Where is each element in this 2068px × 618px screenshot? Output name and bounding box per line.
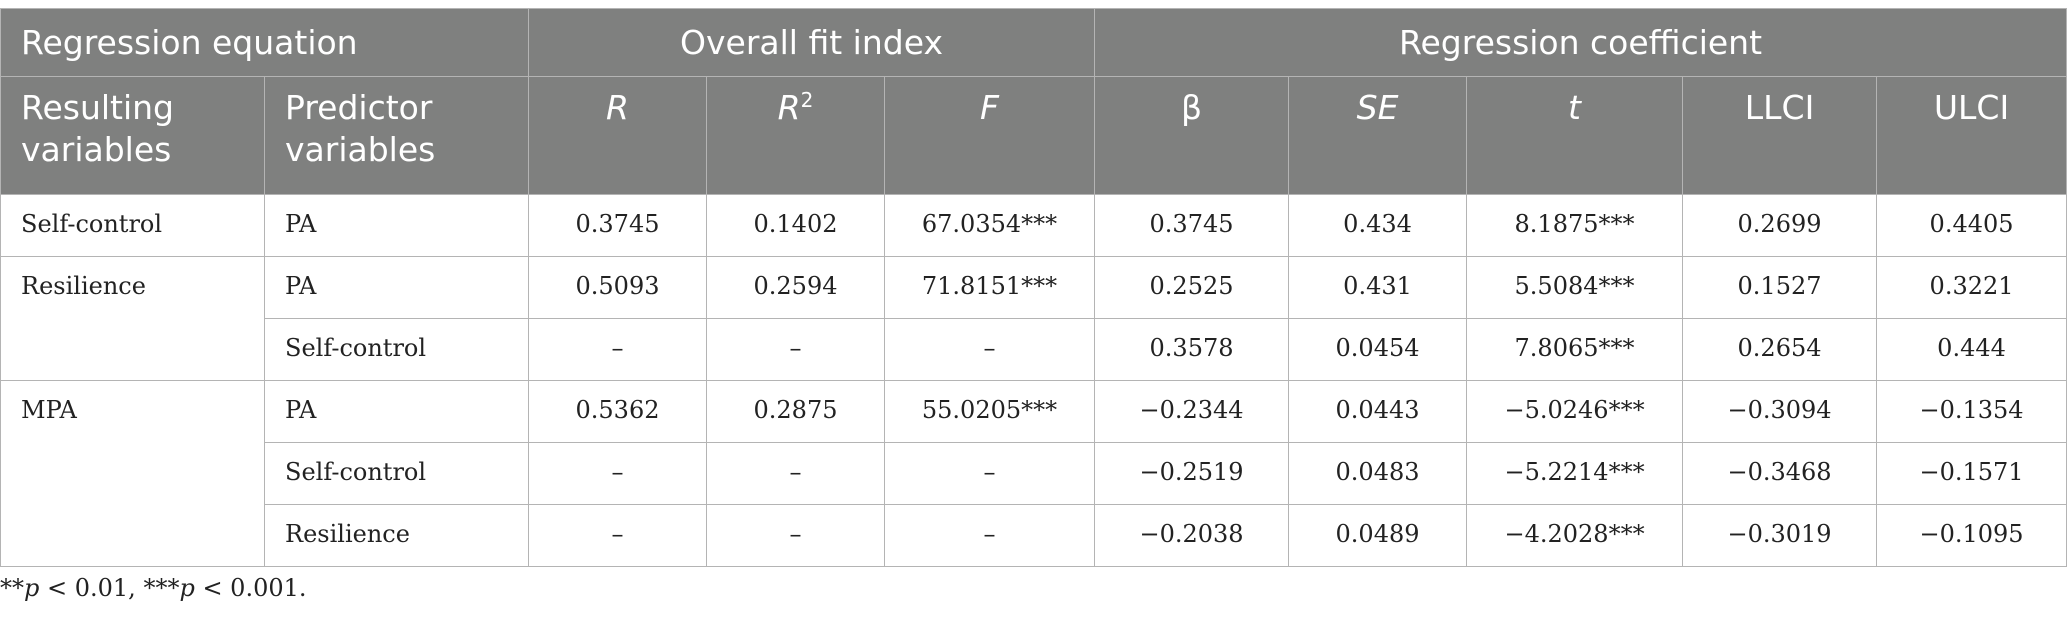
table-row: Self-control – – – −0.2519 0.0483 −5.221… xyxy=(1,442,2068,505)
cell-resulting-variable: Self-control xyxy=(0,194,265,257)
cell-llci: −0.3019 xyxy=(1682,504,1878,567)
header-se: SE xyxy=(1288,76,1468,195)
cell-r: 0.5093 xyxy=(528,256,707,319)
cell-predictor-variable: Self-control xyxy=(264,442,529,505)
cell-predictor-variable: PA xyxy=(264,380,529,443)
cell-t: −5.0246*** xyxy=(1466,380,1684,443)
cell-beta: −0.2344 xyxy=(1094,380,1290,443)
cell-t: 5.5084*** xyxy=(1466,256,1684,319)
cell-t: 8.1875*** xyxy=(1466,194,1684,257)
table-row: Resilience – – – −0.2038 0.0489 −4.2028*… xyxy=(1,504,2068,567)
cell-llci: 0.2654 xyxy=(1682,318,1878,381)
header-beta: β xyxy=(1094,76,1290,195)
footnote-text: < 0.001. xyxy=(194,574,307,602)
footnote-stars: ** xyxy=(0,574,24,602)
cell-llci: −0.3094 xyxy=(1682,380,1878,443)
header-t: t xyxy=(1466,76,1684,195)
cell-llci: 0.1527 xyxy=(1682,256,1878,319)
cell-t: 7.8065*** xyxy=(1466,318,1684,381)
header-r: R xyxy=(528,76,707,195)
cell-beta: 0.3745 xyxy=(1094,194,1290,257)
cell-r: – xyxy=(528,318,707,381)
header-resulting-variables: Resulting variables xyxy=(0,76,265,195)
header-predictor-variables: Predictor variables xyxy=(264,76,529,195)
cell-f: 67.0354*** xyxy=(883,194,1096,257)
cell-r: 0.3745 xyxy=(528,194,707,257)
footnote-p-symbol: p xyxy=(24,574,40,602)
header-r-label: R xyxy=(606,88,629,127)
cell-r-squared: 0.2594 xyxy=(706,256,885,319)
header-llci: LLCI xyxy=(1682,76,1878,195)
cell-se: 0.0443 xyxy=(1288,380,1468,443)
cell-r-squared: – xyxy=(706,318,885,381)
cell-llci: 0.2699 xyxy=(1682,194,1878,257)
cell-ulci: 0.444 xyxy=(1876,318,2068,381)
cell-beta: −0.2038 xyxy=(1094,504,1290,567)
header-r2-superscript: 2 xyxy=(800,88,814,112)
cell-se: 0.0454 xyxy=(1288,318,1468,381)
table-row: Self-control – – – 0.3578 0.0454 7.8065*… xyxy=(1,318,2068,381)
cell-predictor-variable: PA xyxy=(264,194,529,257)
cell-predictor-variable: PA xyxy=(264,256,529,319)
cell-t: −5.2214*** xyxy=(1466,442,1684,505)
table-row: MPA PA 0.5362 0.2875 55.0205*** −0.2344 … xyxy=(0,380,2068,567)
regression-table-container: Regression equation Overall fit index Re… xyxy=(0,8,2068,567)
cell-se: 0.431 xyxy=(1288,256,1468,319)
cell-llci: −0.3468 xyxy=(1682,442,1878,505)
cell-t: −4.2028*** xyxy=(1466,504,1684,567)
cell-se: 0.434 xyxy=(1288,194,1468,257)
cell-ulci: 0.3221 xyxy=(1876,256,2068,319)
cell-predictor-variable: Self-control xyxy=(264,318,529,381)
cell-resulting-variable: MPA xyxy=(0,380,265,567)
cell-resulting-variable: Resilience xyxy=(0,256,265,381)
cell-r-squared: – xyxy=(706,442,885,505)
cell-predictor-variable: Resilience xyxy=(264,504,529,567)
cell-r-squared: 0.1402 xyxy=(706,194,885,257)
table-row: Self-control PA 0.3745 0.1402 67.0354***… xyxy=(0,194,2068,257)
cell-beta: 0.3578 xyxy=(1094,318,1290,381)
header-f-label: F xyxy=(980,88,999,127)
header-r2-label: R xyxy=(777,88,801,127)
cell-ulci: −0.1571 xyxy=(1876,442,2068,505)
cell-r: 0.5362 xyxy=(528,380,707,443)
header-regression-coefficient: Regression coefficient xyxy=(1094,8,2068,77)
cell-ulci: −0.1095 xyxy=(1876,504,2068,567)
header-regression-equation: Regression equation xyxy=(0,8,529,77)
cell-f: – xyxy=(883,504,1096,567)
header-r-squared: R2 xyxy=(706,76,885,195)
header-se-label: SE xyxy=(1356,88,1399,127)
cell-se: 0.0483 xyxy=(1288,442,1468,505)
cell-r-squared: – xyxy=(706,504,885,567)
header-overall-fit-index: Overall fit index xyxy=(527,8,1096,77)
header-t-label: t xyxy=(1568,88,1581,127)
cell-r: – xyxy=(528,504,707,567)
regression-table: Regression equation Overall fit index Re… xyxy=(0,8,2068,567)
cell-se: 0.0489 xyxy=(1288,504,1468,567)
footnote-text: < 0.01, *** xyxy=(39,574,180,602)
cell-r: – xyxy=(528,442,707,505)
cell-f: 55.0205*** xyxy=(883,380,1096,443)
cell-f: – xyxy=(883,442,1096,505)
table-footnote: **p < 0.01, ***p < 0.001. xyxy=(0,574,307,602)
header-group-row: Regression equation Overall fit index Re… xyxy=(0,8,2068,77)
header-ulci: ULCI xyxy=(1876,76,2068,195)
cell-r-squared: 0.2875 xyxy=(706,380,885,443)
table-row: Resilience PA 0.5093 0.2594 71.8151*** 0… xyxy=(0,256,2068,381)
cell-ulci: −0.1354 xyxy=(1876,380,2068,443)
cell-beta: −0.2519 xyxy=(1094,442,1290,505)
cell-ulci: 0.4405 xyxy=(1876,194,2068,257)
header-column-row: Resulting variables Predictor variables … xyxy=(0,76,2068,195)
header-f: F xyxy=(883,76,1096,195)
cell-f: – xyxy=(883,318,1096,381)
footnote-p-symbol: p xyxy=(179,574,195,602)
cell-beta: 0.2525 xyxy=(1094,256,1290,319)
cell-f: 71.8151*** xyxy=(883,256,1096,319)
